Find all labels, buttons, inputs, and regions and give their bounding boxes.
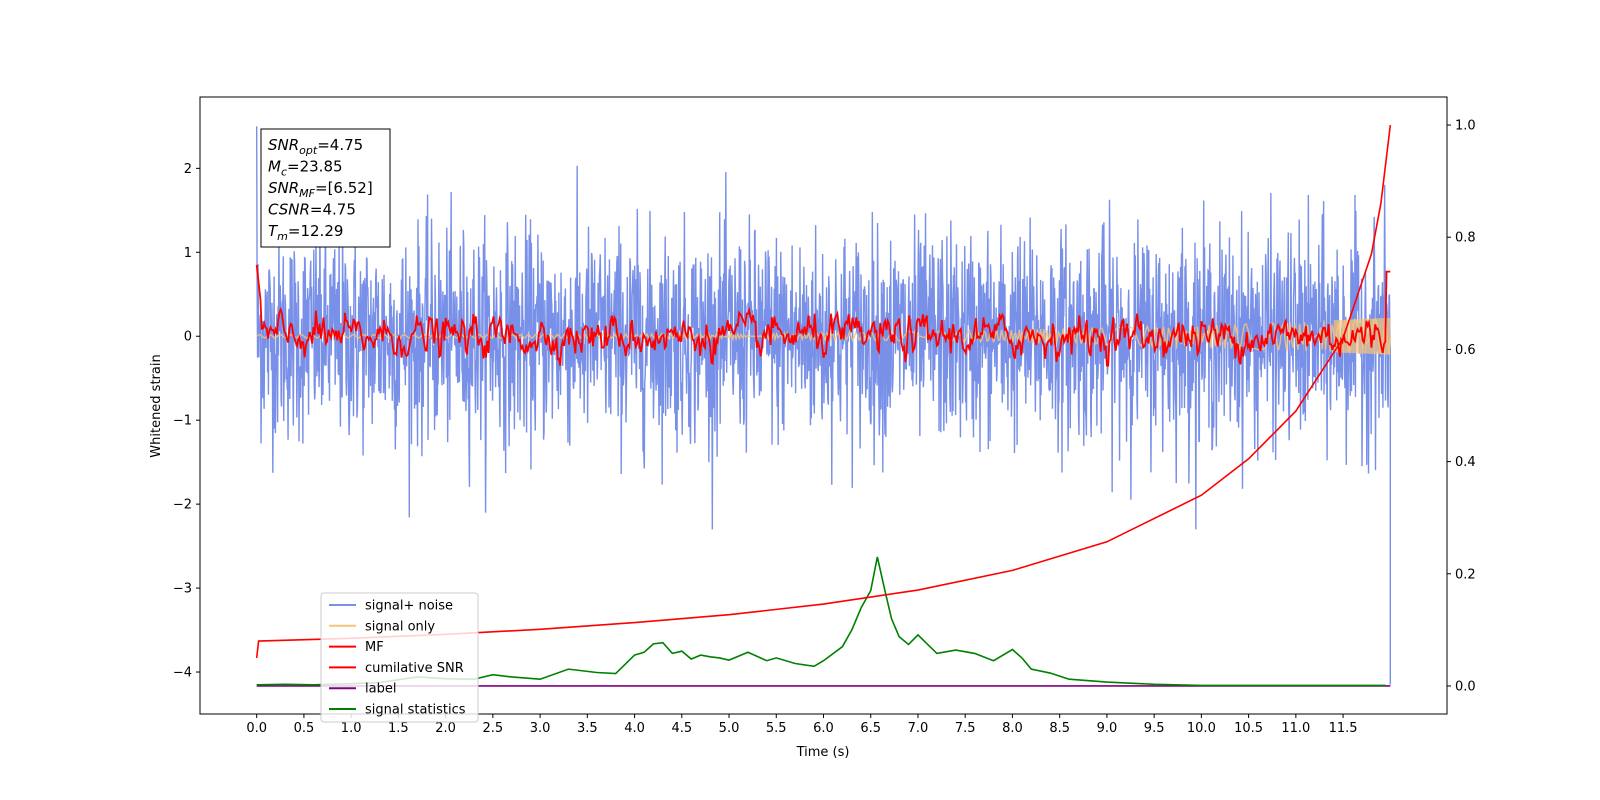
- x-tick-label: 10.0: [1187, 721, 1216, 736]
- annotation-value: =12.29: [288, 222, 344, 240]
- y2-tick-label: 0.6: [1455, 343, 1476, 358]
- annotation-line: CSNR=4.75: [268, 201, 356, 219]
- annotation-symbol: CSNR: [268, 201, 310, 219]
- annotation-subscript: opt: [299, 144, 318, 157]
- annotation-value: =[6.52]: [315, 179, 373, 197]
- x-tick-label: 10.5: [1234, 721, 1263, 736]
- y2-tick-label: 0.2: [1455, 567, 1476, 582]
- annotation-box: SNRopt=4.75Mc=23.85SNRMF=[6.52]CSNR=4.75…: [260, 128, 391, 248]
- legend-label: signal+ noise: [365, 599, 453, 614]
- y-axis-label: Whitened strain: [149, 354, 164, 457]
- legend-frame: [320, 592, 479, 723]
- series-signal-plus-noise: [255, 126, 1392, 685]
- x-tick-label: 2.5: [483, 721, 504, 736]
- y2-tick-label: 0.8: [1455, 231, 1476, 246]
- x-tick-label: 8.5: [1049, 721, 1070, 736]
- legend-label: label: [365, 682, 396, 697]
- x-tick-label: 9.5: [1144, 721, 1165, 736]
- legend-label: MF: [365, 640, 384, 655]
- series-mf: [255, 264, 1391, 367]
- annotation-subscript: c: [281, 166, 287, 179]
- y2-tick-label: 0.0: [1455, 679, 1476, 694]
- x-tick-label: 9.0: [1097, 721, 1118, 736]
- x-tick-label: 1.5: [388, 721, 409, 736]
- annotation-symbol: SNR: [268, 136, 299, 154]
- legend: signal+ noise signal only MF cumilative SNR…: [320, 592, 479, 723]
- x-tick-label: 7.0: [908, 721, 929, 736]
- series-signal-statistics: [256, 556, 1386, 687]
- x-tick-label: 4.5: [671, 721, 692, 736]
- annotation-symbol: SNR: [268, 179, 299, 197]
- annotation-subscript: m: [277, 230, 288, 243]
- axes-layer: 0.0 0.5 1.0 1.5 2.0 2.5 3.0 3.5 4.0 4.5 5.0 5.5 6.0 6…: [173, 96, 1476, 736]
- y-tick-label: 2: [184, 162, 192, 177]
- x-tick-label: 7.5: [955, 721, 976, 736]
- x-tick-label: 0.5: [294, 721, 315, 736]
- x-tick-label: 1.0: [341, 721, 362, 736]
- y-tick-label: −3: [173, 582, 192, 597]
- y2-tick-label: 1.0: [1455, 119, 1476, 134]
- y-tick-label: 1: [184, 246, 192, 261]
- y-tick-label: −1: [173, 414, 192, 429]
- annotation-value: =4.75: [317, 136, 363, 154]
- x-tick-label: 0.0: [246, 721, 267, 736]
- legend-label: signal statistics: [365, 703, 466, 718]
- annotation-value: =4.75: [310, 201, 356, 219]
- annotation-value: =23.85: [287, 158, 343, 176]
- x-tick-label: 3.0: [530, 721, 551, 736]
- x-tick-label: 11.5: [1329, 721, 1358, 736]
- legend-label: signal only: [365, 619, 435, 634]
- annotation-symbol: M: [268, 158, 281, 176]
- annotation-frame: [260, 128, 391, 248]
- x-tick-label: 8.0: [1002, 721, 1023, 736]
- x-tick-label: 6.5: [860, 721, 881, 736]
- legend-label: cumilative SNR: [365, 661, 464, 676]
- annotation-line: SNRopt=4.75: [268, 136, 363, 157]
- x-tick-label: 6.0: [813, 721, 834, 736]
- x-tick-label: 3.5: [577, 721, 598, 736]
- y-tick-label: −2: [173, 498, 192, 513]
- x-tick-label: 4.0: [624, 721, 645, 736]
- annotation-line: Mc=23.85: [268, 158, 343, 179]
- x-tick-label: 5.0: [719, 721, 740, 736]
- y-tick-label: −4: [173, 666, 192, 681]
- x-axis-label: Time (s): [796, 745, 850, 760]
- y2-tick-label: 0.4: [1455, 455, 1476, 470]
- annotation-subscript: MF: [299, 187, 315, 200]
- x-tick-label: 11.0: [1281, 721, 1310, 736]
- x-tick-label: 5.5: [766, 721, 787, 736]
- x-tick-label: 2.0: [435, 721, 456, 736]
- annotation-line: SNRMF=[6.52]: [268, 179, 373, 200]
- annotation-symbol: T: [268, 222, 279, 240]
- y-tick-label: 0: [184, 330, 192, 345]
- annotation-line: Tm=12.29: [268, 222, 343, 243]
